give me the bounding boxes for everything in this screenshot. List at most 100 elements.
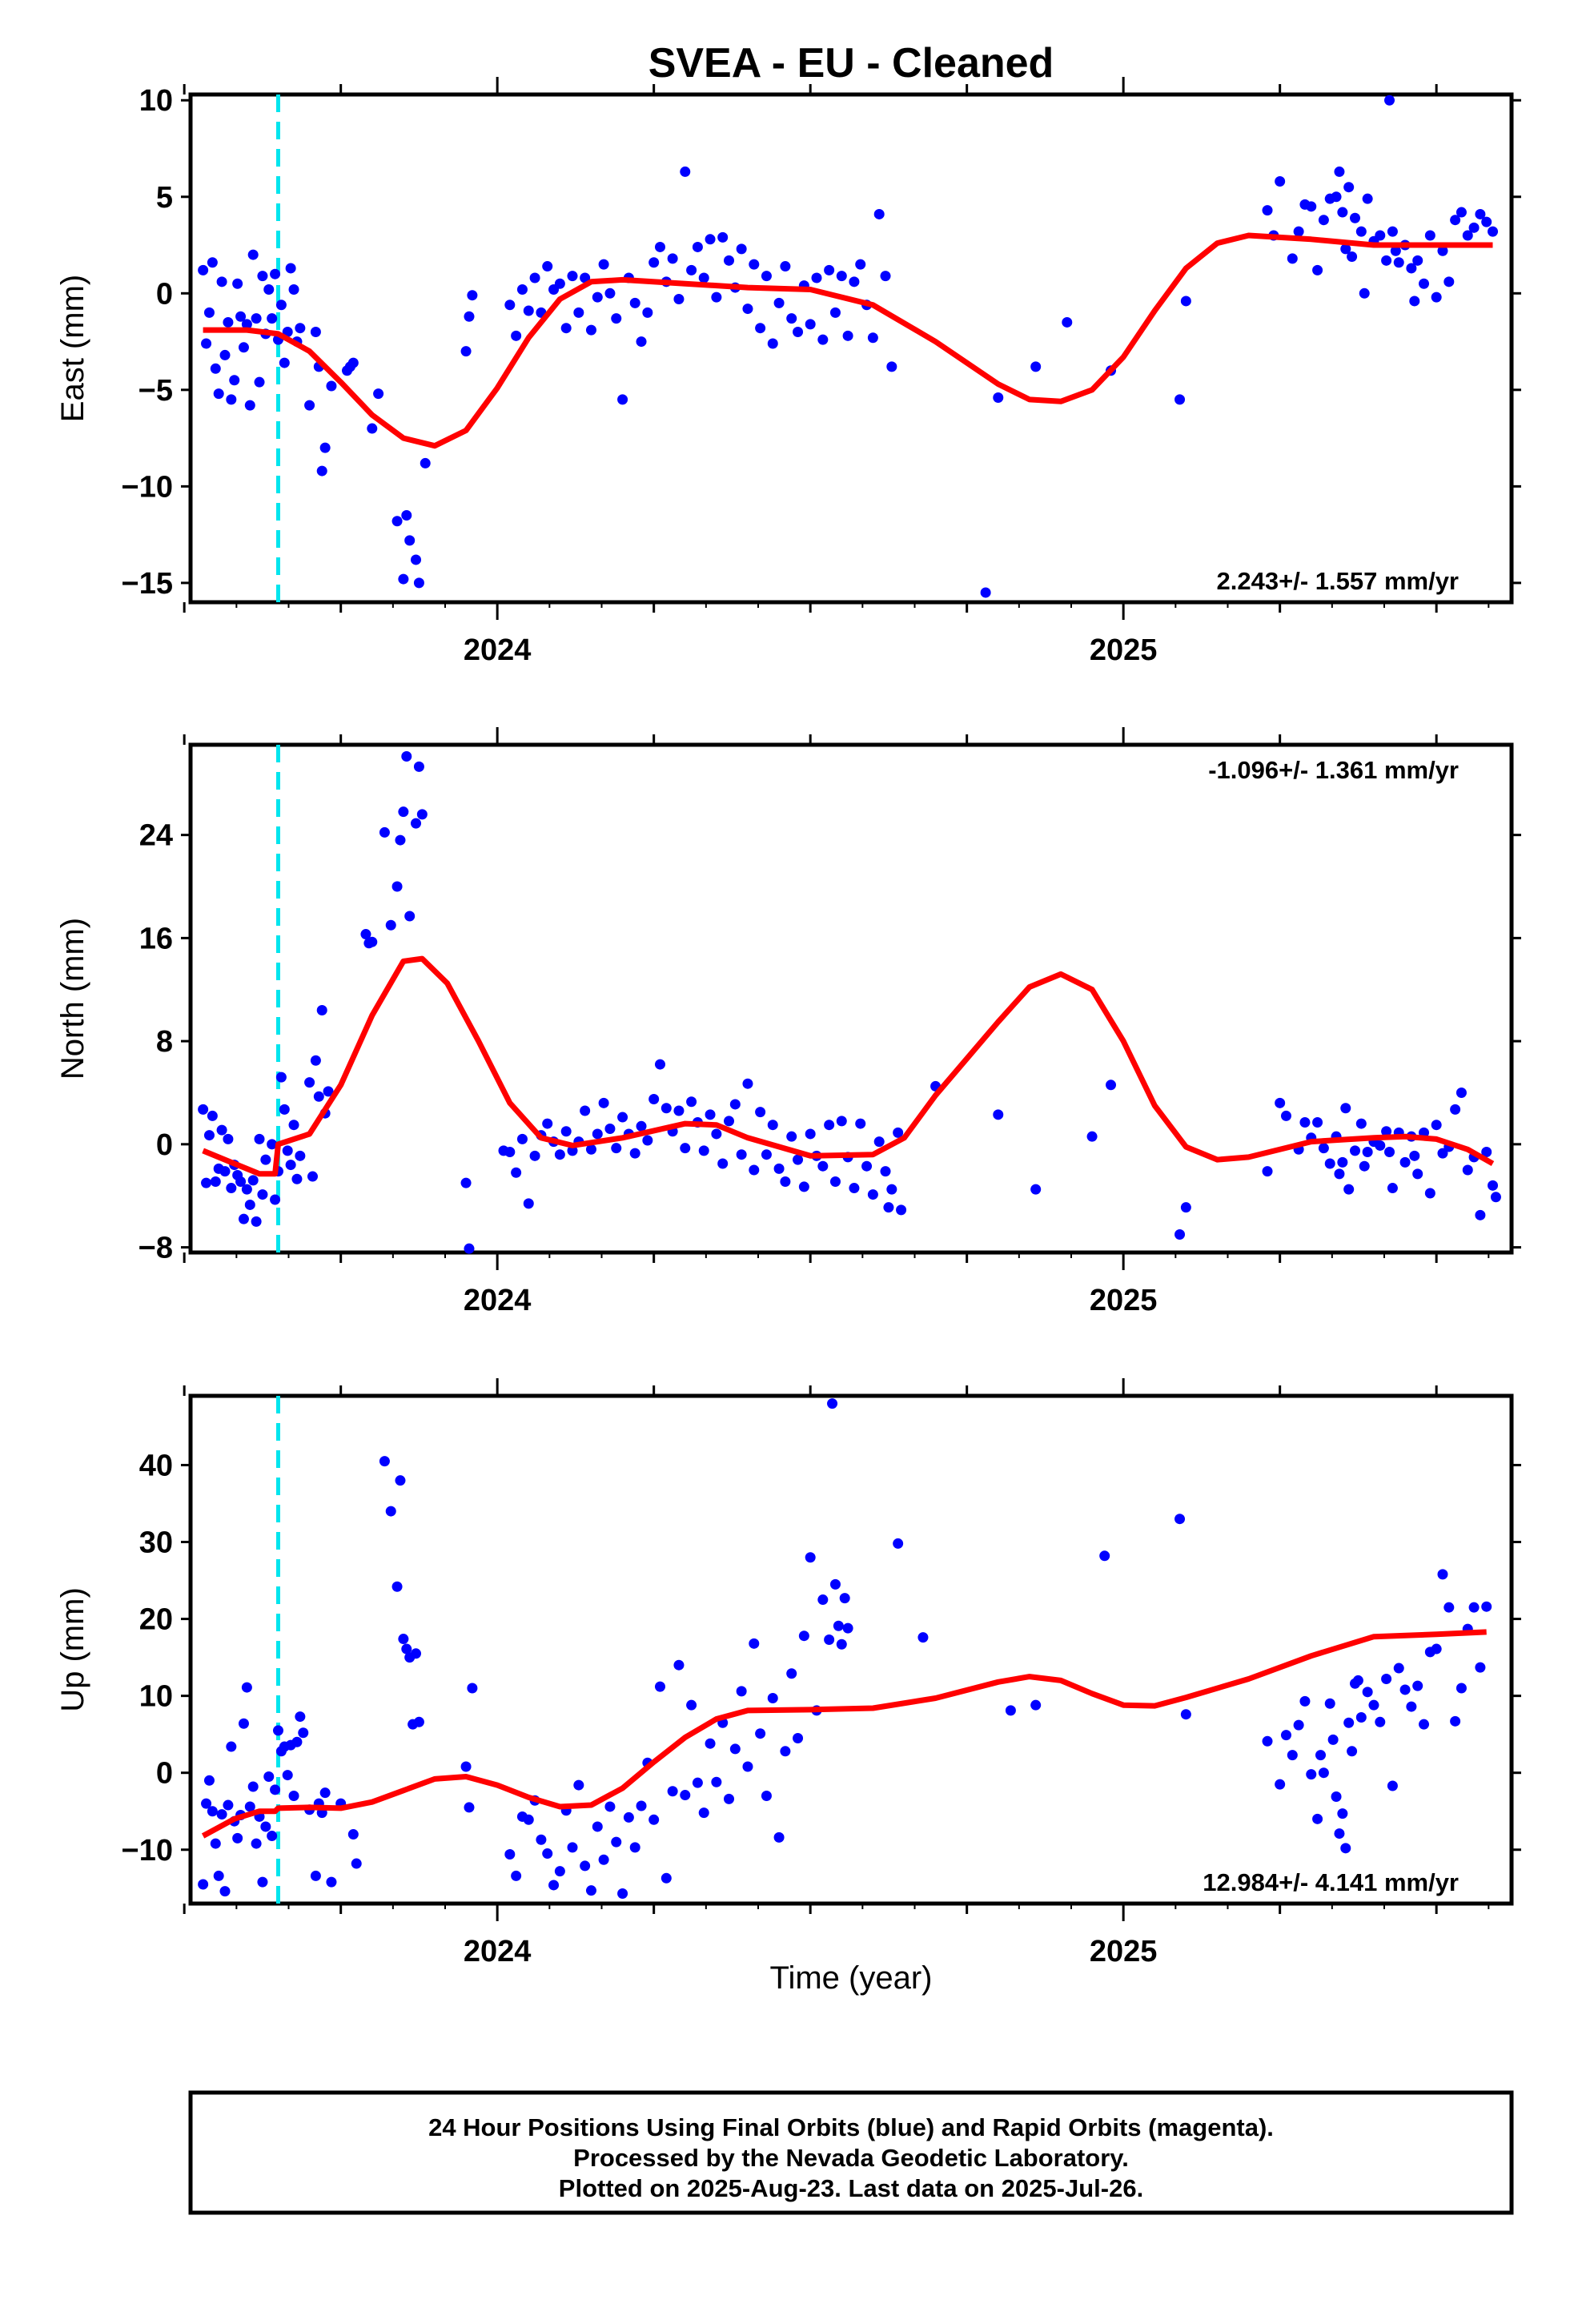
up-data-point <box>817 1594 829 1606</box>
east-data-point <box>304 400 315 411</box>
up-data-point <box>617 1888 628 1900</box>
up-data-point <box>201 1798 212 1809</box>
north-data-point <box>385 919 396 931</box>
north-data-point <box>1343 1184 1355 1195</box>
east-data-point <box>326 380 337 392</box>
north-data-point <box>1431 1120 1442 1131</box>
up-data-point <box>724 1793 735 1804</box>
east-data-point <box>504 300 516 311</box>
east-data-point <box>1331 191 1342 203</box>
north-data-point <box>411 818 422 829</box>
up-xtick-label: 2025 <box>1090 1935 1158 1968</box>
north-data-point <box>1362 1146 1373 1157</box>
x-axis-label: Time (year) <box>770 1960 933 1996</box>
east-data-point <box>1287 253 1298 264</box>
up-data-point <box>319 1787 331 1799</box>
east-data-point <box>673 294 685 305</box>
east-data-point <box>201 338 212 349</box>
north-data-point <box>729 1099 741 1110</box>
up-data-point <box>842 1622 853 1634</box>
up-data-point <box>291 1736 303 1747</box>
north-plot-frame <box>188 742 1514 1255</box>
north-data-point <box>798 1181 809 1192</box>
up-data-point <box>464 1802 475 1813</box>
north-data-point <box>849 1183 860 1194</box>
north-data-point <box>1355 1118 1367 1129</box>
east-data-point <box>1450 215 1461 226</box>
up-data-point <box>1030 1699 1042 1711</box>
east-data-point <box>270 268 281 279</box>
up-data-point <box>1312 1813 1323 1824</box>
north-data-point <box>285 1160 296 1171</box>
east-data-point <box>742 304 753 315</box>
north-data-point <box>316 1004 327 1015</box>
east-fit-curve <box>203 232 1493 449</box>
up-data-point <box>1375 1716 1386 1727</box>
up-data-point <box>216 1809 227 1820</box>
north-data-point <box>1174 1228 1186 1240</box>
up-y-axis-label: Up (mm) <box>55 1587 90 1712</box>
north-data-point <box>223 1133 234 1144</box>
up-rate-label: 12.984+/- 4.141 mm/yr <box>1203 1868 1459 1896</box>
up-data-point <box>598 1854 609 1865</box>
up-data-point <box>1275 1779 1286 1790</box>
east-xtick-label: 2024 <box>464 633 532 667</box>
up-data-point <box>705 1738 716 1749</box>
north-data-point <box>367 936 378 947</box>
up-data-point <box>1443 1602 1455 1613</box>
east-data-point <box>842 330 853 341</box>
up-ytick-label: −10 <box>122 1834 173 1868</box>
east-data-point <box>717 231 729 243</box>
north-data-point <box>636 1120 647 1132</box>
up-data-point <box>207 1806 218 1817</box>
north-data-point <box>1318 1143 1329 1154</box>
east-data-point <box>1381 255 1392 266</box>
north-data-point <box>267 1139 278 1150</box>
up-data-point <box>1180 1709 1191 1720</box>
up-data-point <box>347 1829 359 1840</box>
east-data-point <box>1312 264 1323 275</box>
east-data-point <box>629 297 640 308</box>
up-data-point <box>1343 1717 1355 1728</box>
east-data-point <box>698 272 709 283</box>
north-data-point <box>1030 1184 1042 1195</box>
north-data-point <box>861 1160 873 1172</box>
east-data-point <box>1343 182 1355 193</box>
up-data-point <box>661 1872 672 1884</box>
east-data-point <box>310 327 321 338</box>
north-data-point <box>247 1175 259 1186</box>
east-data-point <box>279 357 290 368</box>
east-data-point <box>749 259 760 270</box>
up-data-point <box>210 1838 221 1849</box>
north-ytick-label: −8 <box>139 1232 173 1265</box>
up-data-point <box>223 1799 234 1811</box>
up-xtick-label: 2024 <box>464 1935 532 1968</box>
north-data-point <box>1299 1116 1311 1128</box>
east-data-point <box>1180 296 1191 307</box>
north-data-point <box>398 806 409 818</box>
east-data-point <box>1337 207 1348 218</box>
up-data-point <box>1450 1715 1461 1727</box>
up-panel: −10 0 10 20 30 40 2024 2025 Up (mm) 12.984+/- 4.1… <box>55 1378 1521 1968</box>
north-ytick-label: 8 <box>156 1025 173 1059</box>
up-data-point <box>379 1456 390 1467</box>
north-data-point <box>592 1128 603 1140</box>
north-data-point <box>686 1096 697 1108</box>
up-data-point <box>780 1746 791 1757</box>
east-ytick-label: 5 <box>156 181 173 215</box>
north-data-point <box>260 1154 271 1165</box>
east-data-point <box>207 257 218 268</box>
north-data-point <box>829 1176 841 1187</box>
east-data-point <box>567 271 578 282</box>
north-data-point <box>282 1145 293 1156</box>
up-fit-curve <box>201 1629 1487 1839</box>
north-xtick-label: 2024 <box>464 1284 532 1317</box>
north-data-point <box>836 1116 847 1127</box>
east-data-point <box>980 587 991 598</box>
up-data-point <box>1387 1780 1398 1791</box>
east-data-point <box>611 313 622 324</box>
north-data-point <box>244 1199 255 1210</box>
up-data-point <box>773 1831 785 1843</box>
up-data-point <box>1334 1828 1345 1839</box>
